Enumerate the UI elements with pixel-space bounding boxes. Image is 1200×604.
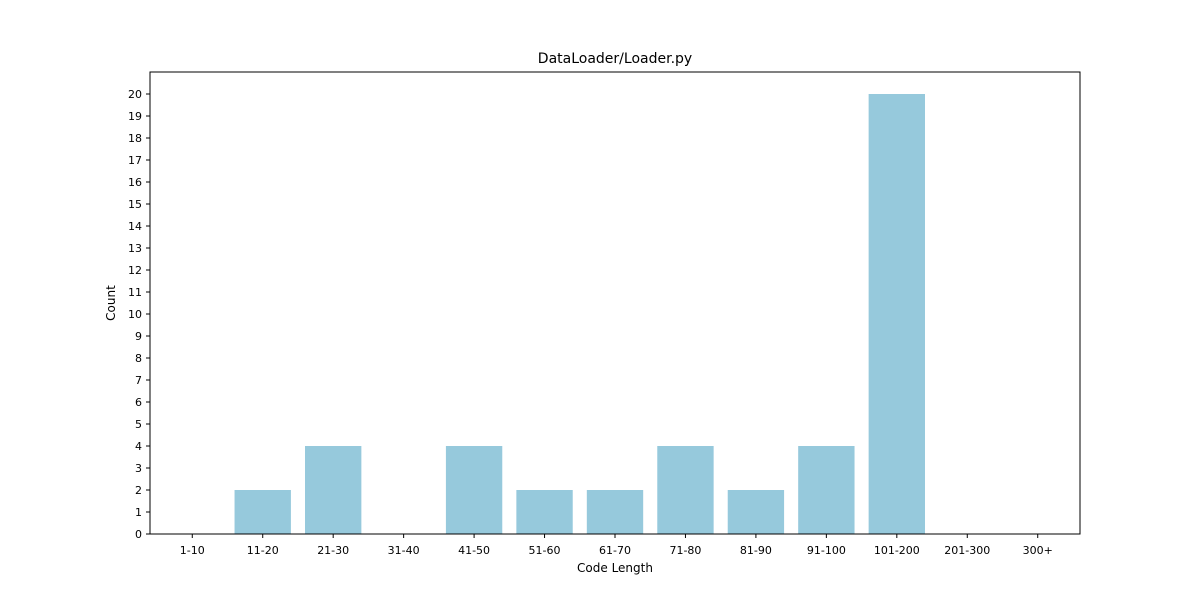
- y-tick-label: 3: [135, 462, 142, 475]
- y-tick-label: 20: [128, 88, 142, 101]
- x-tick-label: 91-100: [807, 544, 846, 557]
- x-ticks: 1-10 11-20 21-30 31-40 41-50 51-60 61-70 71-80 8…: [180, 534, 1053, 557]
- y-tick-label: 0: [135, 528, 142, 541]
- x-tick-label: 300+: [1023, 544, 1053, 557]
- y-tick-label: 16: [128, 176, 142, 189]
- x-tick-label: 11-20: [247, 544, 279, 557]
- y-tick-label: 5: [135, 418, 142, 431]
- bar-71-80: [657, 446, 714, 534]
- bar-51-60: [516, 490, 573, 534]
- y-tick-label: 6: [135, 396, 142, 409]
- y-axis-label: Count: [104, 285, 118, 321]
- x-tick-label: 81-90: [740, 544, 772, 557]
- y-tick-label: 17: [128, 154, 142, 167]
- y-tick-label: 18: [128, 132, 142, 145]
- x-tick-label: 51-60: [529, 544, 561, 557]
- plot-frame: [149, 71, 1081, 535]
- x-axis-label: Code Length: [577, 561, 653, 575]
- bars-layer: [234, 94, 925, 534]
- bar-61-70: [586, 490, 644, 534]
- y-tick-label: 8: [135, 352, 142, 365]
- bar-101-200: [868, 94, 925, 534]
- y-tick-label: 13: [128, 242, 142, 255]
- x-tick-label: 21-30: [317, 544, 349, 557]
- y-tick-label: 15: [128, 198, 142, 211]
- y-tick-label: 7: [135, 374, 142, 387]
- x-tick-label: 71-80: [669, 544, 701, 557]
- x-tick-label: 1-10: [180, 544, 205, 557]
- y-tick-label: 2: [135, 484, 142, 497]
- bar-11-20: [234, 490, 291, 534]
- x-tick-label: 61-70: [599, 544, 631, 557]
- bar-81-90: [727, 490, 785, 534]
- bar-21-30: [305, 446, 362, 534]
- y-tick-label: 9: [135, 330, 142, 343]
- y-tick-label: 4: [135, 440, 142, 453]
- y-tick-label: 12: [128, 264, 142, 277]
- y-tick-label: 1: [135, 506, 142, 519]
- x-tick-label: 201-300: [944, 544, 990, 557]
- x-tick-label: 41-50: [458, 544, 490, 557]
- y-tick-label: 11: [128, 286, 142, 299]
- bar-91-100: [798, 446, 855, 534]
- x-tick-label: 31-40: [388, 544, 420, 557]
- y-tick-label: 19: [128, 110, 142, 123]
- y-tick-label: 10: [128, 308, 142, 321]
- chart-title: DataLoader/Loader.py: [538, 51, 692, 67]
- x-tick-label: 101-200: [874, 544, 920, 557]
- y-tick-label: 14: [128, 220, 142, 233]
- bar-41-50: [445, 446, 503, 534]
